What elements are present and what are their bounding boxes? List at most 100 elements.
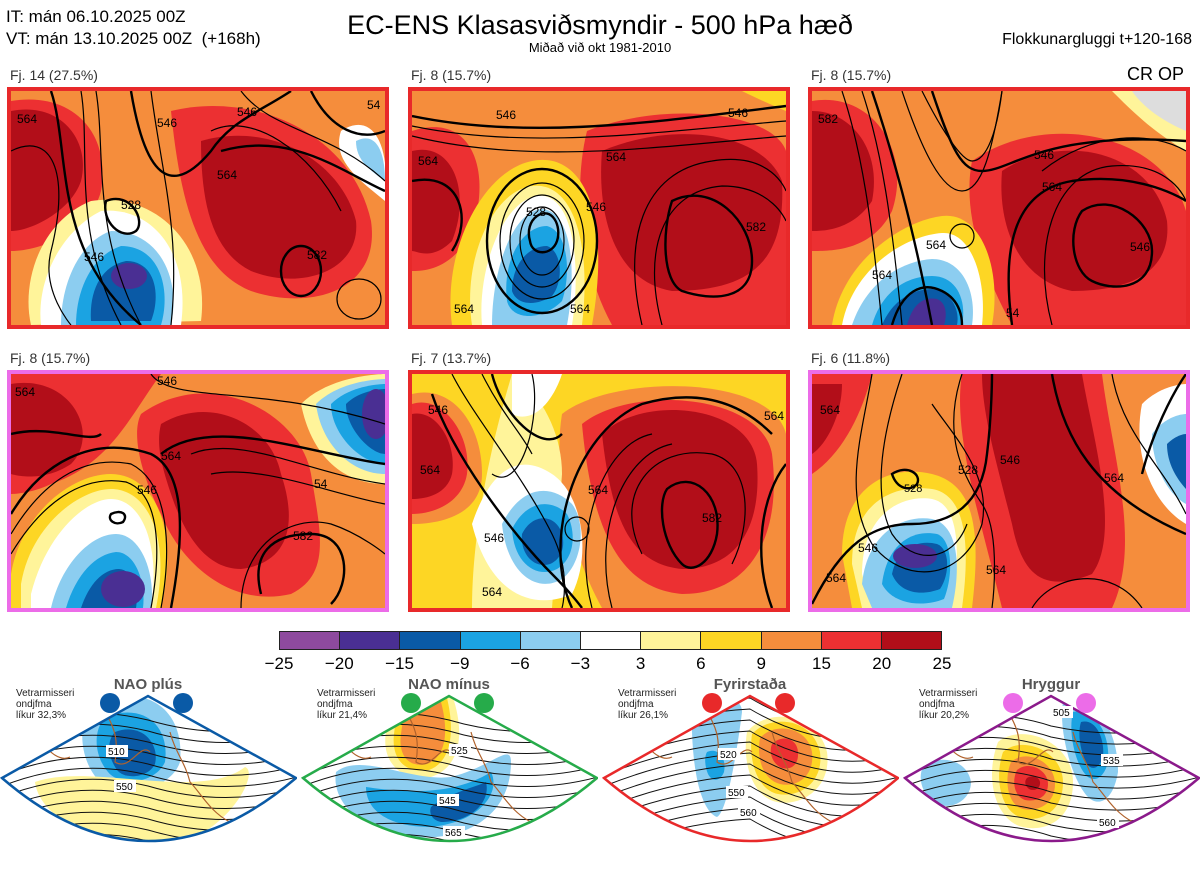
cluster-map-2[interactable]: 546 546 564 528 546 564 582 564 564 [408, 87, 790, 329]
cluster-map-1[interactable]: 564 546 546 528 546 564 582 54 [7, 87, 389, 329]
colorbar-segment [520, 632, 581, 649]
valid-time: VT: mán 13.10.2025 00Z (+168h) [6, 29, 261, 48]
contour-label: 546 [484, 531, 504, 545]
colorbar-tick-label: 9 [756, 654, 766, 673]
regime-contour-label: 560 [740, 808, 757, 819]
regime-marker-icon [1076, 693, 1096, 713]
contour-label: 546 [84, 250, 104, 264]
regime-contour-label: 545 [439, 796, 456, 807]
height-contour [2, 789, 296, 810]
contour-label: 564 [1104, 471, 1124, 485]
cluster-map-5[interactable]: 546 564 564 582 546 564 564 [408, 370, 790, 612]
regime-reference-map: 525 545 565 [301, 693, 598, 843]
anomaly-field: 564 546 546 528 546 564 582 54 [11, 91, 385, 325]
contour-label: 546 [137, 483, 157, 497]
init-time: IT: mán 06.10.2025 00Z [6, 7, 186, 26]
regime-marker-icon [1003, 693, 1023, 713]
contour-label: 546 [1034, 148, 1054, 162]
contour-label: 564 [606, 150, 626, 164]
height-contour [2, 778, 296, 799]
contour-label: 546 [1130, 240, 1150, 254]
colorbar-segment [761, 632, 822, 649]
regime-climatology-note: Vetrarmisseri ondjfma líkur 26,1% [618, 688, 677, 721]
coastline [39, 701, 241, 841]
anomaly-shading [1013, 840, 1043, 841]
colorbar-tick-label: 20 [872, 654, 892, 673]
colorbar-segment [580, 632, 642, 649]
cluster-map-3[interactable]: 582 546 564 546 564 564 54 [808, 87, 1190, 329]
regime-marker-icon [474, 693, 494, 713]
contour-label: 546 [1000, 453, 1020, 467]
contour-label: 564 [418, 154, 438, 168]
contour-label: 528 [904, 483, 922, 495]
colorbar-tick-label: −15 [385, 654, 414, 673]
regime-contour-label: 525 [451, 746, 468, 757]
contour-label: 564 [986, 563, 1006, 577]
regime-map-4: 505 535 560 Hryggur Vetrarmisseri ondjfma lí… [903, 672, 1200, 871]
contour-label: 564 [17, 112, 37, 126]
regime-map-3: 520 550 560 Fyrirstaða Vetrarmisseri ondjfma… [602, 672, 899, 871]
contour-label: 582 [702, 511, 722, 525]
page-title: EC-ENS Klasasviðsmyndir - 500 hPa hæð [347, 10, 853, 40]
panel-label-2: Fj. 8 (15.7%) [411, 67, 492, 83]
contour-label: 564 [588, 483, 608, 497]
regime-title: Fyrirstaða [713, 676, 787, 693]
colorbar-tick-label: −20 [324, 654, 354, 673]
colorbar-tick-label: 15 [811, 654, 831, 673]
cluster-map-6[interactable]: 564 528 528 546 564 546 564 564 [808, 370, 1190, 612]
contour-label: 582 [818, 112, 838, 126]
contour-label: 546 [157, 116, 177, 130]
contour-label: 564 [454, 302, 474, 316]
contour-label: 54 [1006, 306, 1020, 320]
height-contour [303, 778, 597, 799]
cluster-map-4[interactable]: 564 546 546 564 582 54 [7, 370, 389, 612]
regime-contour-label: 505 [1053, 708, 1070, 719]
page-subtitle: Miðað við okt 1981-2010 [528, 40, 672, 55]
regime-marker-icon [775, 693, 795, 713]
anomaly-colorbar [279, 631, 942, 650]
regime-contour-label: 520 [720, 750, 737, 761]
regime-reference-map: 520 550 560 [602, 693, 899, 843]
contour-label: 546 [586, 200, 606, 214]
regime-contour-label: 550 [116, 782, 133, 793]
height-contour [2, 756, 296, 777]
contour-label: 546 [858, 541, 878, 555]
contour-label: 564 [764, 409, 784, 423]
contour-label: 564 [826, 571, 846, 585]
regime-contour-label: 535 [1103, 756, 1120, 767]
height-contour [604, 741, 898, 777]
contour-label: 582 [746, 220, 766, 234]
height-contour [2, 767, 296, 788]
contour-label: 546 [496, 108, 516, 122]
coastline [641, 701, 843, 841]
contour-label: 564 [420, 463, 440, 477]
contour-label: 528 [526, 205, 546, 219]
contour-label: 546 [728, 106, 748, 120]
contour-label: 54 [314, 477, 328, 491]
colorbar-segment [400, 632, 461, 649]
panel-label-4: Fj. 8 (15.7%) [10, 350, 91, 366]
coastline [942, 701, 1144, 841]
anomaly-field: 564 528 528 546 564 546 564 564 [812, 374, 1186, 608]
anomaly-shading [770, 738, 799, 769]
regime-contour-label: 565 [445, 828, 462, 839]
regime-title: NAO plús [113, 676, 183, 693]
contour-label: 546 [157, 374, 177, 388]
regime-map-2: 525 545 565 NAO mínus Vetrarmisseri ondjfma … [301, 672, 598, 871]
contour-label: 564 [570, 302, 590, 316]
height-contour [905, 791, 1199, 811]
height-contour [905, 780, 1199, 800]
contour-label: 582 [293, 529, 313, 543]
regime-frame [301, 694, 598, 843]
contour-label: 546 [428, 403, 448, 417]
height-contour [604, 752, 898, 788]
contour-label: 564 [161, 449, 181, 463]
colorbar-tick-label: 6 [696, 654, 706, 673]
anomaly-field: 582 546 564 546 564 564 54 [812, 91, 1186, 325]
contour-label: 582 [307, 248, 327, 262]
regime-map-1: 510 550 NAO plús Vetrarmisseri ondjfma líku… [0, 672, 297, 871]
colorbar-tick-label: 3 [635, 654, 646, 673]
classification-window: Flokkunargluggi t+120-168 [1002, 31, 1192, 48]
panel-label-6: Fj. 6 (11.8%) [811, 350, 891, 366]
regime-marker-icon [100, 693, 120, 713]
